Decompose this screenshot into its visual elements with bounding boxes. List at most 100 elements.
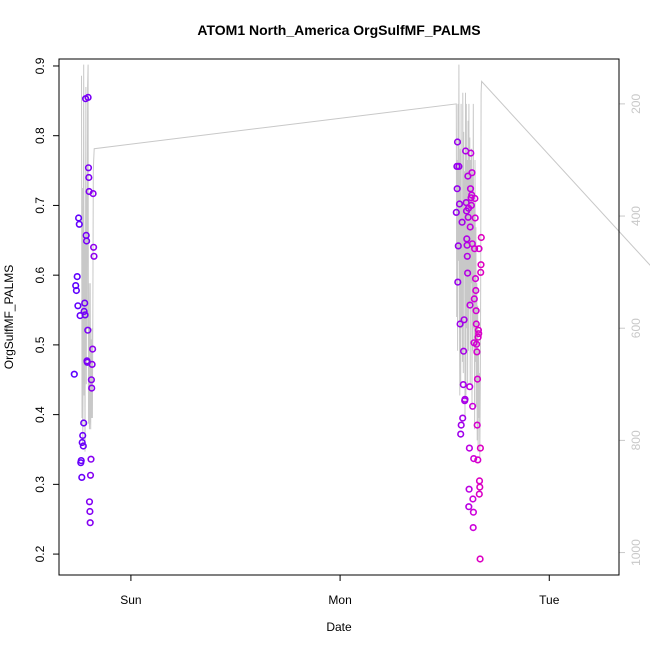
- data-point: [88, 360, 96, 369]
- data-point: [458, 218, 466, 226]
- data-point: [90, 252, 98, 260]
- y-axis-label: OrgSulfMF_PALMS: [2, 265, 16, 369]
- data-point: [469, 523, 477, 532]
- data-point: [78, 438, 86, 447]
- data-point: [80, 307, 88, 316]
- y-tick-label: 0.4: [33, 406, 47, 423]
- data-point: [473, 340, 481, 348]
- data-point: [81, 311, 89, 319]
- data-point: [459, 381, 467, 389]
- data-point: [455, 200, 464, 208]
- data-point: [471, 214, 479, 222]
- data-point: [88, 384, 96, 392]
- data-point: [467, 201, 476, 209]
- data-point: [470, 295, 478, 303]
- data-point: [470, 455, 478, 463]
- data-point: [469, 508, 478, 516]
- data-point: [86, 471, 95, 479]
- data-point: [476, 483, 484, 491]
- data-point: [472, 286, 480, 295]
- data-point: [471, 245, 479, 253]
- data-point: [85, 173, 93, 182]
- data-point: [466, 185, 475, 193]
- series-line-layer: [81, 64, 650, 458]
- data-point: [463, 252, 471, 260]
- data-point: [475, 477, 484, 485]
- data-point: [460, 347, 468, 355]
- data-point: [468, 169, 476, 177]
- data-point: [464, 213, 472, 221]
- data-point: [80, 419, 88, 427]
- y-tick-label: 0.7: [33, 197, 47, 214]
- x-tick-label: Sun: [120, 593, 141, 607]
- data-point: [465, 503, 473, 511]
- data-point: [465, 444, 474, 452]
- y-tick-label: 0.9: [33, 57, 47, 74]
- data-point: [461, 395, 469, 403]
- data-point: [472, 320, 480, 328]
- data-point: [471, 194, 479, 203]
- data-point: [86, 519, 94, 527]
- data-point: [77, 457, 85, 465]
- data-point: [462, 199, 470, 207]
- data-point: [477, 233, 485, 242]
- y-tick-label: 0.2: [33, 545, 47, 562]
- data-point: [84, 326, 92, 334]
- data-point: [466, 301, 474, 309]
- data-point: [72, 286, 80, 295]
- data-point: [475, 245, 483, 253]
- data-point: [79, 431, 87, 440]
- data-point: [88, 345, 97, 353]
- data-point: [465, 485, 473, 493]
- data-point: [457, 430, 465, 438]
- data-point: [474, 333, 482, 341]
- x-tick-label: Tue: [539, 593, 560, 607]
- x-axis-label: Date: [326, 620, 352, 634]
- data-point: [454, 242, 462, 250]
- data-point: [464, 172, 472, 180]
- data-point: [475, 330, 483, 338]
- secondary-y-tick-label: 200: [629, 94, 643, 114]
- data-point: [473, 348, 481, 356]
- data-point: [75, 220, 83, 228]
- data-point: [452, 208, 460, 216]
- data-point: [460, 316, 468, 324]
- secondary-y-tick-label: 1000: [629, 539, 643, 566]
- scatter-points-layer: [70, 93, 485, 563]
- data-point: [473, 421, 481, 429]
- data-point: [477, 261, 485, 269]
- data-point: [84, 93, 92, 101]
- secondary-y-tick-label: 800: [629, 430, 643, 450]
- data-point: [79, 442, 87, 450]
- data-point: [469, 495, 477, 503]
- data-point: [456, 320, 464, 328]
- data-point: [89, 243, 98, 251]
- chart-title: ATOM1 North_America OrgSulfMF_PALMS: [197, 22, 480, 38]
- data-point: [78, 473, 86, 482]
- data-point: [87, 376, 95, 384]
- y-tick-label: 0.8: [33, 127, 47, 144]
- axes-layer: 0.2 0.3 0.4 0.5 0.6 0.7 0.8 0.9 Sun Mon Tue 200 400 6…: [33, 57, 643, 607]
- data-point: [459, 414, 467, 422]
- data-point: [82, 237, 91, 245]
- data-point: [477, 268, 485, 277]
- data-point: [466, 383, 474, 391]
- data-point: [453, 138, 462, 146]
- data-point: [464, 269, 472, 277]
- data-point: [469, 402, 477, 410]
- data-point: [74, 302, 82, 310]
- secondary-series-line: [81, 64, 650, 458]
- data-point: [476, 444, 485, 452]
- x-tick-label: Mon: [328, 593, 351, 607]
- data-point: [466, 223, 474, 231]
- data-point: [81, 299, 89, 307]
- data-point: [471, 275, 480, 283]
- data-point: [475, 490, 483, 498]
- data-point: [457, 421, 465, 429]
- y-tick-label: 0.6: [33, 266, 47, 283]
- y-tick-label: 0.5: [33, 336, 47, 353]
- data-point: [473, 375, 482, 383]
- data-point: [455, 162, 463, 170]
- data-point: [476, 555, 484, 563]
